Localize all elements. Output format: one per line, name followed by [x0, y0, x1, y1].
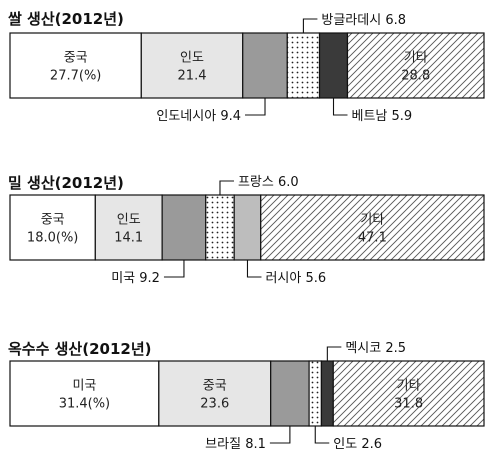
segment-label: 중국 — [203, 379, 227, 394]
bar-segment-베트남 — [318, 32, 349, 99]
callout-value: 5.6 — [306, 271, 327, 286]
callout-label: 인도네시아 9.4 — [156, 109, 241, 124]
callout-name: 멕시코 — [345, 341, 381, 356]
bar-segment-중국 — [9, 194, 96, 261]
bar-segment-인도네시아 — [242, 32, 288, 99]
callout-label: 브라질 8.1 — [205, 437, 266, 452]
chart-3: 옥수수 생산(2012년) 미국 31.4(%) 중국 23.6 브라질 8.1 인도 2.… — [8, 340, 485, 452]
leader-line — [163, 260, 185, 278]
callout-value: 9.2 — [139, 271, 160, 286]
bar-segment-러시아 — [233, 194, 262, 261]
data-label: 27.7(%) — [50, 69, 101, 84]
callout-value: 2.6 — [361, 437, 382, 452]
callout-name: 방글라데시 — [321, 13, 381, 28]
data-label: 31.8 — [394, 397, 423, 412]
callout-value: 6.0 — [278, 175, 299, 190]
bar-segment-중국 — [158, 360, 272, 427]
data-label: 28.8 — [401, 69, 430, 84]
segment-label: 중국 — [41, 213, 65, 228]
callout-label: 인도 2.6 — [333, 437, 382, 452]
data-label: 14.1 — [114, 231, 143, 246]
segment-label: 중국 — [64, 51, 88, 66]
bar-segment-중국 — [9, 32, 142, 99]
bar-segment-방글라데시 — [286, 32, 321, 99]
bar-segment-브라질 — [270, 360, 310, 427]
callout-label: 방글라데시 6.8 — [321, 13, 406, 28]
leader-line — [219, 180, 234, 195]
callout-label: 프랑스 6.0 — [238, 175, 299, 190]
leader-line — [246, 260, 262, 278]
leader-line — [314, 426, 330, 444]
callout-name: 러시아 — [265, 271, 301, 286]
chart-1: 쌀 생산(2012년) 중국 27.7(%) 인도 21.4 인도네시아 9.4 방글라데시… — [8, 10, 485, 124]
segment-label: 기타 — [404, 51, 428, 66]
leader-line — [245, 98, 266, 116]
chart-title: 옥수수 생산(2012년) — [8, 340, 151, 358]
segment-label: 인도 — [117, 213, 141, 228]
bar-segment-미국 — [9, 360, 160, 427]
data-label: 18.0(%) — [27, 231, 78, 246]
bar-segment-인도 — [308, 360, 323, 427]
bar-segment-기타 — [260, 194, 485, 261]
data-label: 23.6 — [200, 397, 229, 412]
callout-name: 인도 — [333, 437, 357, 452]
callout-name: 프랑스 — [238, 175, 274, 190]
chart-title: 쌀 생산(2012년) — [8, 10, 124, 28]
callout-value: 6.8 — [385, 13, 406, 28]
callout-value: 8.1 — [245, 437, 266, 452]
bar-segment-인도 — [140, 32, 244, 99]
callout-label: 러시아 5.6 — [265, 271, 326, 286]
callout-name: 베트남 — [352, 109, 388, 124]
bar-segment-프랑스 — [205, 194, 235, 261]
callout-value: 2.5 — [385, 341, 406, 356]
callout-name: 브라질 — [205, 437, 241, 452]
leader-line — [326, 346, 342, 361]
bar-segment-멕시코 — [320, 360, 334, 427]
callout-value: 9.4 — [220, 109, 241, 124]
callout-label: 베트남 5.9 — [352, 109, 413, 124]
data-label: 31.4(%) — [59, 397, 110, 412]
leader-line — [269, 426, 291, 444]
callout-label: 미국 9.2 — [111, 271, 160, 286]
callout-name: 미국 — [111, 271, 135, 286]
segment-label: 인도 — [180, 51, 204, 66]
callout-value: 5.9 — [392, 109, 413, 124]
segment-label: 기타 — [360, 213, 384, 228]
bar-segment-인도 — [94, 194, 163, 261]
callout-label: 멕시코 2.5 — [345, 341, 406, 356]
bar-segment-기타 — [346, 32, 485, 99]
segment-label: 기타 — [397, 379, 421, 394]
bar-segment-기타 — [332, 360, 485, 427]
segment-label: 미국 — [72, 379, 96, 394]
chart-title: 밀 생산(2012년) — [8, 174, 124, 192]
callout-name: 인도네시아 — [156, 109, 216, 124]
data-label: 47.1 — [358, 231, 387, 246]
leader-line — [302, 18, 318, 33]
bar-segment-미국 — [161, 194, 207, 261]
data-label: 21.4 — [178, 69, 207, 84]
leader-line — [332, 98, 348, 116]
chart-2: 밀 생산(2012년) 중국 18.0(%) 인도 14.1 미국 9.2 프랑스 6.0 러… — [8, 174, 485, 286]
